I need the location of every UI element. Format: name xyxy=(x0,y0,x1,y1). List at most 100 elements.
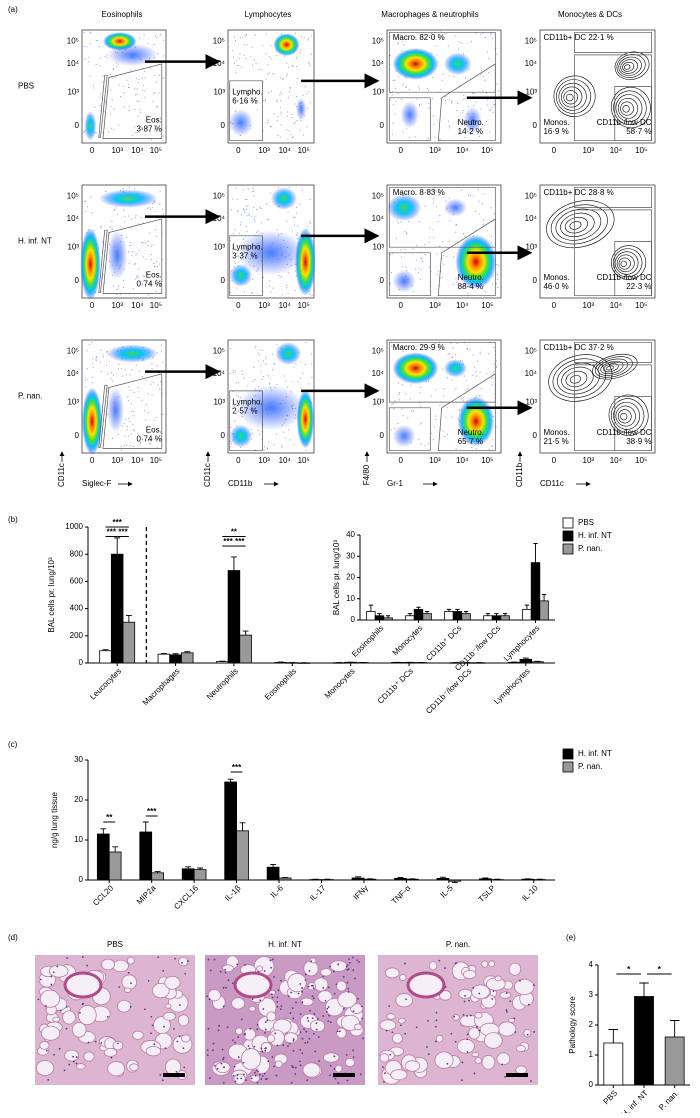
event-dot xyxy=(263,376,264,377)
nucleus xyxy=(46,1050,48,1052)
event-dot xyxy=(463,95,464,96)
event-dot xyxy=(160,381,161,382)
nucleus xyxy=(305,973,307,975)
y-tick-label: 10⁵ xyxy=(213,36,225,45)
nucleus xyxy=(50,976,52,978)
event-dot xyxy=(406,128,407,129)
population-density xyxy=(444,359,467,377)
alveolus xyxy=(482,961,488,968)
nucleus xyxy=(252,998,254,1000)
event-dot xyxy=(293,444,294,445)
event-dot xyxy=(156,37,157,38)
gate-name: Neutro. xyxy=(458,428,484,437)
event-dot xyxy=(136,276,137,277)
x-tick-label: 10⁴ xyxy=(131,456,144,465)
y-tick-label: 10⁴ xyxy=(525,214,538,223)
event-dot xyxy=(100,93,101,94)
event-dot xyxy=(252,47,253,48)
event-dot xyxy=(118,368,119,369)
event-dot xyxy=(259,434,260,435)
nucleus xyxy=(358,961,360,963)
x-tick-label: PBS xyxy=(602,1089,620,1107)
event-dot xyxy=(481,70,482,71)
gate-percent: 16·9 % xyxy=(543,127,568,136)
event-dot xyxy=(486,121,487,122)
nucleus xyxy=(312,1017,314,1019)
event-dot xyxy=(123,188,124,189)
event-dot xyxy=(112,99,113,100)
event-dot xyxy=(489,131,490,132)
event-dot xyxy=(288,97,289,98)
event-dot xyxy=(280,77,281,78)
event-dot xyxy=(285,437,286,438)
y-tick-label: 10⁵ xyxy=(213,191,225,200)
event-dot xyxy=(438,270,439,271)
event-dot xyxy=(87,350,88,351)
event-dot xyxy=(244,377,245,378)
event-dot xyxy=(434,426,435,427)
nucleus xyxy=(301,991,303,993)
y-tick-label: 10⁵ xyxy=(67,36,79,45)
event-dot xyxy=(151,246,152,247)
event-dot xyxy=(135,217,136,218)
bar xyxy=(531,563,540,620)
gate-percent: 58·7 % xyxy=(626,127,651,136)
event-dot xyxy=(103,356,104,357)
alveolus xyxy=(323,1053,338,1062)
event-dot xyxy=(292,66,293,67)
event-dot xyxy=(299,203,300,204)
event-dot xyxy=(411,410,412,411)
nucleus xyxy=(386,1030,388,1032)
event-dot xyxy=(463,233,464,234)
nucleus xyxy=(277,989,279,991)
event-dot xyxy=(96,356,97,357)
event-dot xyxy=(479,395,480,396)
nucleus xyxy=(404,963,406,965)
gate-name: CD11b-/low DC xyxy=(597,118,652,127)
event-dot xyxy=(262,378,263,379)
event-dot xyxy=(492,38,493,39)
event-dot xyxy=(255,345,256,346)
event-dot xyxy=(399,392,400,393)
event-dot xyxy=(398,382,399,383)
event-dot xyxy=(291,114,292,115)
event-dot xyxy=(420,443,421,444)
x-tick-label: IL-10 xyxy=(520,883,540,903)
event-dot xyxy=(309,63,310,64)
event-dot xyxy=(138,277,139,278)
nucleus xyxy=(208,959,210,961)
nucleus xyxy=(213,1043,215,1045)
event-dot xyxy=(144,97,145,98)
event-dot xyxy=(498,265,499,266)
event-dot xyxy=(434,124,435,125)
event-dot xyxy=(306,342,307,343)
nucleus xyxy=(306,1079,308,1081)
event-dot xyxy=(278,187,279,188)
y-axis-label: ng/g lung tissue xyxy=(50,791,59,848)
nucleus xyxy=(470,1015,472,1017)
event-dot xyxy=(309,294,310,295)
event-dot xyxy=(394,114,395,115)
event-dot xyxy=(145,134,146,135)
gate-label: Macro. 29·9 % xyxy=(393,343,445,352)
event-dot xyxy=(163,214,164,215)
y-tick-label: 0 xyxy=(533,431,538,440)
event-dot xyxy=(476,395,477,396)
event-dot xyxy=(482,76,483,77)
bar xyxy=(484,616,493,620)
nucleus xyxy=(236,964,238,966)
event-dot xyxy=(397,42,398,43)
y-axis-label: F4/80 xyxy=(362,464,371,485)
event-dot xyxy=(137,116,138,117)
alveolus xyxy=(181,1035,190,1042)
event-dot xyxy=(467,348,468,349)
event-dot xyxy=(413,411,414,412)
alveolus xyxy=(108,1062,125,1076)
nucleus xyxy=(265,1029,267,1031)
nucleus xyxy=(455,963,457,965)
nucleus xyxy=(72,1056,74,1058)
nucleus xyxy=(66,957,68,959)
alveolus xyxy=(53,1017,60,1022)
event-dot xyxy=(401,257,402,258)
